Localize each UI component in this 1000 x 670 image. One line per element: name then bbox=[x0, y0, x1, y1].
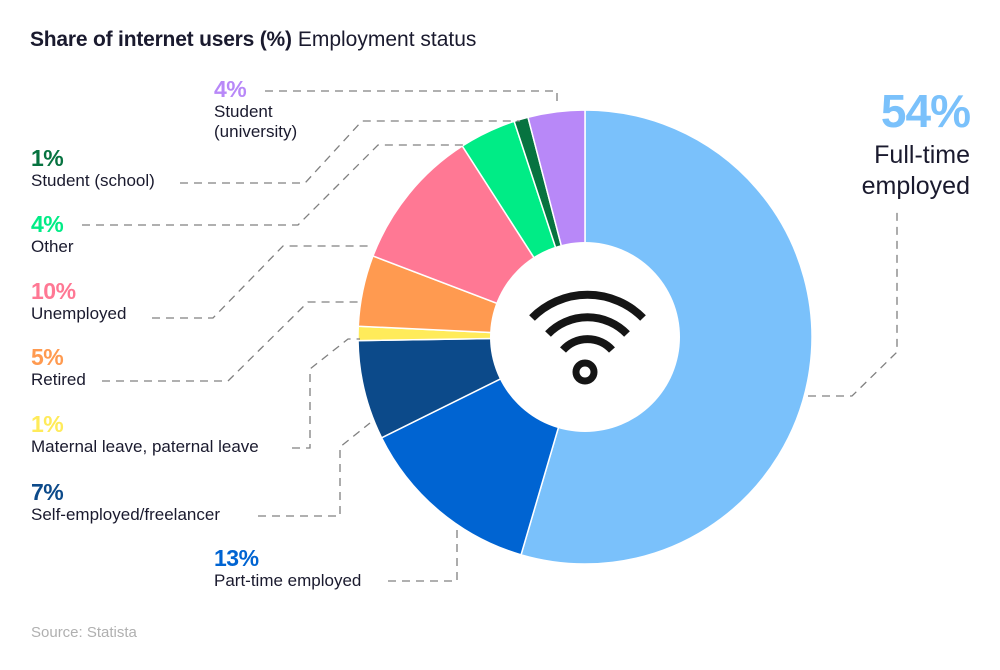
leader-line-student-school bbox=[180, 120, 520, 184]
label-retired-name: Retired bbox=[31, 370, 86, 390]
label-full-time-line2: employed bbox=[861, 172, 970, 201]
label-full-time: 54% Full-time employed bbox=[861, 85, 971, 203]
label-part-time-name: Part-time employed bbox=[214, 571, 362, 591]
leader-line-self-employed bbox=[258, 422, 371, 517]
leader-line-unemployed bbox=[152, 245, 372, 319]
label-self-employed-name: Self-employed/freelancer bbox=[31, 505, 220, 525]
label-full-time-pct: 54% bbox=[880, 85, 971, 137]
label-unemployed: 10% Unemployed bbox=[31, 278, 126, 324]
label-student-school: 1% Student (school) bbox=[31, 145, 155, 191]
label-student-school-pct: 1% bbox=[31, 145, 64, 171]
source-note: Source: Statista bbox=[31, 624, 137, 641]
leader-line-other bbox=[82, 144, 463, 226]
label-full-time-line1: Full-time bbox=[874, 141, 970, 169]
label-retired-pct: 5% bbox=[31, 344, 64, 370]
label-student-school-name: Student (school) bbox=[31, 171, 155, 191]
label-part-time-pct: 13% bbox=[214, 545, 259, 571]
label-maternal-leave-name: Maternal leave, paternal leave bbox=[31, 437, 259, 457]
label-unemployed-name: Unemployed bbox=[31, 304, 127, 324]
label-student-university-pct: 4% bbox=[214, 76, 247, 102]
leader-line-student-university bbox=[265, 90, 558, 104]
label-unemployed-pct: 10% bbox=[31, 278, 76, 304]
label-part-time: 13% Part-time employed bbox=[214, 545, 361, 591]
chart-title-bold: Share of internet users (%) bbox=[30, 28, 292, 51]
wifi-icon bbox=[529, 290, 646, 385]
label-self-employed: 7% Self-employed/freelancer bbox=[31, 479, 220, 525]
leader-line-full-time bbox=[808, 212, 898, 397]
chart-subtitle: Employment status bbox=[297, 28, 477, 51]
leader-line-part-time bbox=[388, 530, 458, 582]
donut-slices bbox=[357, 109, 813, 565]
label-retired: 5% Retired bbox=[31, 344, 86, 390]
label-student-university-line2: (university) bbox=[214, 121, 298, 141]
label-maternal-leave-pct: 1% bbox=[31, 411, 64, 437]
label-other: 4% Other bbox=[31, 211, 74, 257]
leader-lines bbox=[82, 90, 898, 582]
leader-line-maternal bbox=[292, 338, 360, 449]
label-other-name: Other bbox=[31, 237, 74, 257]
label-student-university-line1: Student bbox=[214, 102, 273, 122]
label-self-employed-pct: 7% bbox=[31, 479, 64, 505]
label-maternal-leave: 1% Maternal leave, paternal leave bbox=[31, 411, 259, 457]
chart-title: Share of internet users (%) Employment st… bbox=[30, 28, 476, 52]
label-other-pct: 4% bbox=[31, 211, 64, 237]
label-student-university: 4% Student (university) bbox=[214, 76, 297, 142]
leader-line-retired bbox=[102, 301, 360, 382]
